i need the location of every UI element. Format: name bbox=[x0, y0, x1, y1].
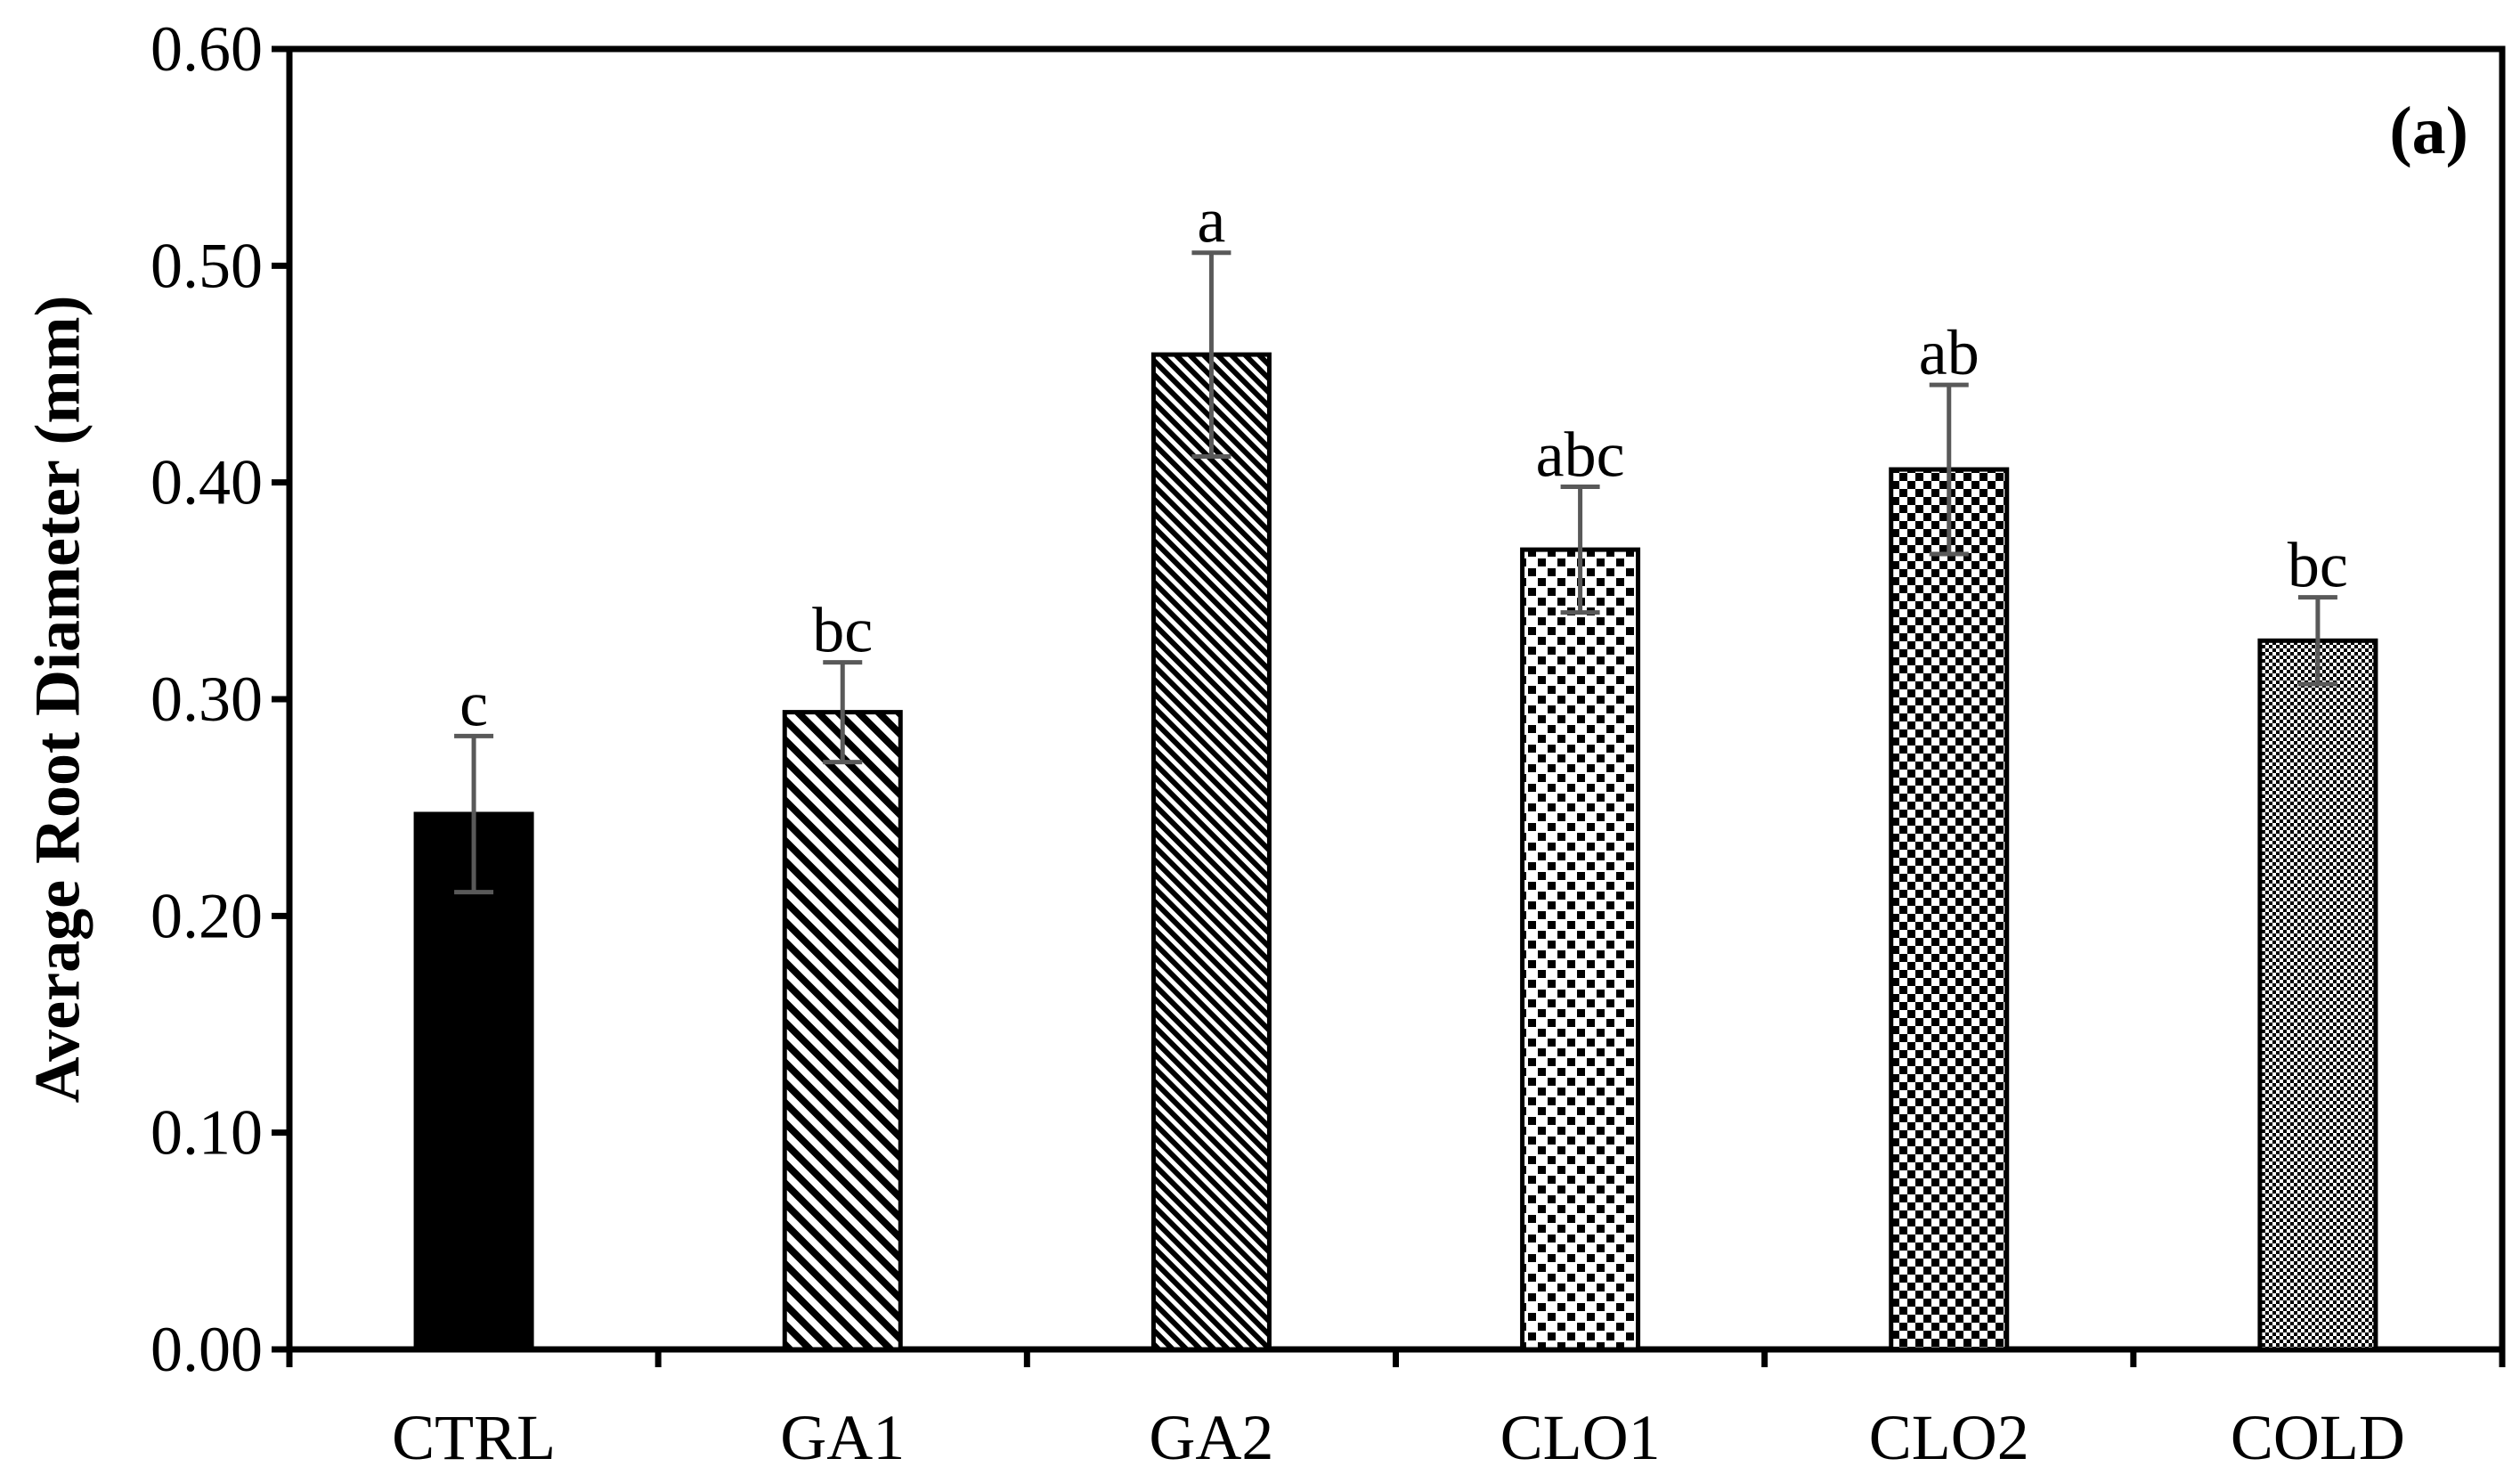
bar-ctrl bbox=[413, 811, 534, 1352]
significance-label-ga2: a bbox=[1197, 185, 1225, 257]
x-tick-label-ctrl: CTRL bbox=[392, 1402, 556, 1473]
significance-label-clo2: ab bbox=[1919, 317, 1979, 388]
y-axis: 0.00 0.10 0.20 0.30 0.40 0.50 0.60 bbox=[150, 13, 289, 1385]
significance-label-clo1: abc bbox=[1536, 420, 1625, 491]
y-tick-label: 0.10 bbox=[150, 1097, 263, 1169]
x-tick-label-cold: COLD bbox=[2231, 1402, 2405, 1473]
y-axis-title: Average Root Diameter (mm) bbox=[22, 296, 93, 1104]
bar-ga2 bbox=[1150, 352, 1272, 1352]
bar-cold bbox=[2257, 638, 2378, 1352]
significance-label-ctrl: c bbox=[459, 668, 488, 739]
significance-labels: c bc a abc ab bc bbox=[459, 185, 2348, 740]
y-tick-label: 0.30 bbox=[150, 664, 263, 735]
plot-area bbox=[286, 45, 2506, 1353]
x-tick-label-ga1: GA1 bbox=[780, 1402, 905, 1473]
x-axis: CTRL GA1 GA2 CLO1 CLO2 COLD bbox=[286, 1349, 2506, 1473]
y-tick-label: 0.40 bbox=[150, 447, 263, 518]
bar-clo1 bbox=[1520, 547, 1641, 1352]
bar-ga1 bbox=[782, 710, 903, 1352]
bar-series bbox=[413, 352, 2378, 1352]
y-tick-label: 0.20 bbox=[150, 880, 263, 951]
x-tick-label-clo1: CLO1 bbox=[1500, 1402, 1661, 1473]
bar-clo2 bbox=[1889, 467, 2010, 1352]
y-tick-label: 0.00 bbox=[150, 1314, 263, 1385]
panel-label: (a) bbox=[2389, 94, 2468, 168]
x-tick-label-clo2: CLO2 bbox=[1869, 1402, 2029, 1473]
y-tick-label: 0.60 bbox=[150, 13, 263, 85]
significance-label-cold: bc bbox=[2288, 530, 2348, 601]
error-bar-series bbox=[454, 250, 2337, 895]
y-tick-label: 0.50 bbox=[150, 230, 263, 301]
x-tick-label-ga2: GA2 bbox=[1149, 1402, 1273, 1473]
significance-label-ga1: bc bbox=[812, 595, 873, 666]
